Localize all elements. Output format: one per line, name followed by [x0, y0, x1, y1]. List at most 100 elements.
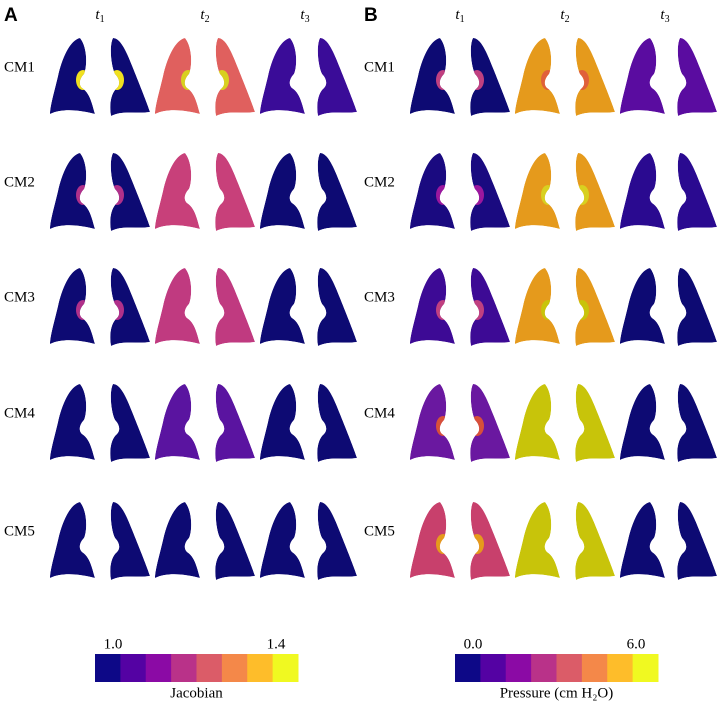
lung	[515, 384, 560, 460]
lung-field	[155, 502, 200, 578]
lung-field	[410, 38, 455, 114]
lung	[677, 268, 717, 346]
lung-field	[515, 38, 560, 114]
colorbar-swatch	[145, 654, 172, 682]
lung-field	[575, 502, 615, 580]
lung	[470, 384, 510, 462]
column-label: t2	[200, 7, 209, 25]
row-label: CM5	[364, 523, 395, 539]
lung-field	[470, 268, 510, 346]
lung	[575, 384, 615, 462]
lung-fill	[620, 384, 665, 460]
lung	[575, 38, 615, 116]
lung-fill	[260, 268, 305, 344]
lung	[470, 502, 510, 580]
lung-field	[470, 38, 510, 116]
lung	[155, 384, 200, 460]
lung-fill	[155, 153, 200, 229]
lung-field	[620, 502, 665, 578]
lung-field	[50, 502, 95, 578]
colorbar-swatch	[632, 654, 659, 682]
lung	[260, 38, 305, 114]
lung	[515, 38, 560, 114]
lung-field	[515, 502, 560, 578]
colorbar-label: Pressure (cm H₂O)	[500, 685, 614, 701]
lung	[317, 38, 357, 116]
colorbar-swatch	[505, 654, 532, 682]
lung-fill	[620, 268, 665, 344]
lung-field	[410, 153, 455, 229]
lung-fill	[575, 38, 615, 116]
lung-field	[515, 268, 560, 344]
lung-fill	[470, 268, 510, 346]
lung-fill	[155, 502, 200, 578]
lung-fill	[620, 38, 665, 114]
lung-hotspot	[110, 300, 124, 320]
lung	[155, 153, 200, 229]
column-label-sub: 2	[205, 14, 210, 25]
lung-fill	[155, 268, 200, 344]
lung-fill	[515, 384, 560, 460]
lung-fill	[260, 153, 305, 229]
lung-hotspot	[575, 300, 589, 320]
lung-fill	[317, 153, 357, 231]
lung-fill	[155, 384, 200, 460]
lung-field	[50, 268, 95, 344]
lung-fill	[677, 502, 717, 580]
lung-fill	[215, 38, 255, 116]
lung-fill	[317, 502, 357, 580]
lung	[470, 268, 510, 346]
lung-field	[410, 502, 455, 578]
lung-hotspot	[436, 70, 450, 90]
lung-hotspot	[76, 300, 90, 320]
lung-hotspot	[215, 70, 229, 90]
lung-field	[317, 38, 357, 116]
lung	[110, 38, 150, 116]
lung-field	[677, 384, 717, 462]
lung-field	[215, 502, 255, 580]
lung-hotspot	[436, 185, 450, 205]
lung-fill	[260, 384, 305, 460]
colorbar-max: 1.4	[267, 636, 286, 652]
lung-field	[155, 384, 200, 460]
lung-fill	[50, 384, 95, 460]
lung	[515, 268, 560, 344]
lung	[317, 502, 357, 580]
row-label: CM2	[364, 174, 395, 190]
lung	[410, 268, 455, 344]
column-label: t3	[660, 7, 669, 25]
lung	[110, 153, 150, 231]
lung-hotspot	[181, 70, 195, 90]
colorbar-swatch	[221, 654, 248, 682]
row-label: CM1	[364, 59, 395, 75]
lung-fill	[110, 384, 150, 462]
lung-field	[410, 384, 455, 460]
lung-hotspot	[436, 416, 450, 436]
column-label-sub: 3	[665, 14, 670, 25]
lung-field	[620, 38, 665, 114]
row-label: CM1	[4, 59, 35, 75]
column-label-base: t	[200, 7, 205, 23]
lung-fill	[155, 38, 200, 114]
column-label: t3	[300, 7, 309, 25]
lung	[410, 384, 455, 460]
lung-fill	[410, 384, 455, 460]
lung	[620, 268, 665, 344]
colorbar-swatch	[95, 654, 121, 682]
lung-field	[110, 502, 150, 580]
lung-field	[677, 153, 717, 231]
lung	[620, 502, 665, 578]
lung-field	[317, 153, 357, 231]
lung-field	[215, 153, 255, 231]
lung-field	[317, 502, 357, 580]
lung-field	[155, 268, 200, 344]
lung	[110, 268, 150, 346]
column-label-sub: 3	[305, 14, 310, 25]
colorbar-min: 1.0	[104, 636, 123, 652]
row-label: CM4	[4, 405, 35, 421]
lung-fill	[410, 268, 455, 344]
lung-field	[317, 384, 357, 462]
lung-fill	[260, 502, 305, 578]
lung	[260, 384, 305, 460]
colorbar-swatch	[581, 654, 608, 682]
